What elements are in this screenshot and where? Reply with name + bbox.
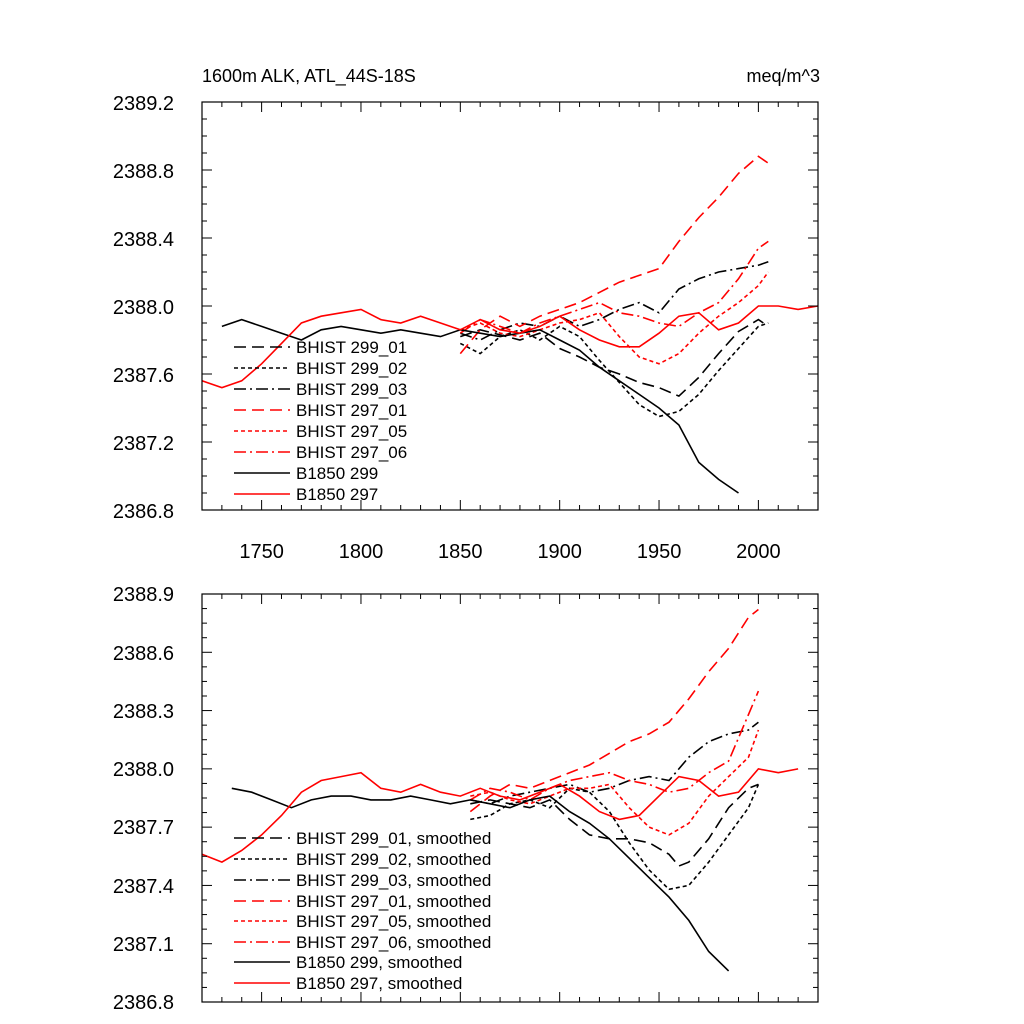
top-legend: BHIST 299_01 BHIST 299_02 BHIST 299_03 B… [234, 338, 407, 504]
top-series-line-5 [459, 240, 769, 335]
top-ytick-label: 2387.6 [113, 365, 174, 387]
bottom-axis-ticks [202, 593, 819, 1003]
top-panel: 1600m ALK, ATL_44S-18S meq/m^3 2389.2 23… [113, 66, 820, 563]
bottom-ytick-label: 2388.9 [113, 584, 174, 606]
top-ytick-label: 2388.4 [113, 229, 174, 251]
bottom-series-line-7 [202, 768, 799, 863]
legend-label: BHIST 299_01, smoothed [296, 829, 491, 848]
top-ytick-label: 2389.2 [113, 93, 174, 115]
top-axis-ticks [202, 101, 819, 511]
legend-label: BHIST 299_02 [296, 359, 407, 378]
bottom-series-line-0 [470, 783, 759, 867]
top-series-line-0 [460, 318, 769, 398]
top-series-line-2 [460, 261, 769, 341]
bottom-legend: BHIST 299_01, smoothed BHIST 299_02, smo… [234, 829, 491, 993]
bottom-y-axis-labels: 2388.9 2388.6 2388.3 2388.0 2387.7 2387.… [113, 584, 174, 1014]
top-plot-area [201, 101, 819, 511]
legend-label: BHIST 299_01 [296, 338, 407, 357]
top-xtick-label: 1850 [438, 541, 483, 563]
top-xtick-label: 1750 [239, 541, 284, 563]
bottom-ytick-label: 2387.4 [113, 876, 174, 898]
legend-label: BHIST 297_01 [296, 401, 407, 420]
bottom-series-line-2 [470, 721, 759, 805]
bottom-series-line-6 [231, 787, 730, 972]
bottom-series-line-4 [470, 729, 760, 836]
top-ytick-label: 2388.0 [113, 297, 174, 319]
top-ytick-label: 2388.8 [113, 161, 174, 183]
top-series-line-6 [221, 318, 739, 494]
top-series-line-3 [459, 155, 769, 355]
legend-label: BHIST 297_05 [296, 422, 407, 441]
top-x-axis-labels: 1750 1800 1850 1900 1950 2000 [239, 541, 780, 563]
bottom-ytick-label: 2387.7 [113, 817, 174, 839]
bottom-ytick-label: 2388.6 [113, 643, 174, 665]
bottom-ytick-label: 2388.3 [113, 701, 174, 723]
legend-label: B1850 299, smoothed [296, 953, 462, 972]
top-panel-units: meq/m^3 [747, 66, 820, 86]
legend-label: BHIST 299_03 [296, 380, 407, 399]
top-xtick-label: 2000 [736, 541, 781, 563]
top-xtick-label: 1800 [339, 541, 384, 563]
top-plot-frame [201, 101, 819, 511]
bottom-ytick-label: 2388.0 [113, 759, 174, 781]
top-series-lines [202, 155, 818, 494]
legend-label: B1850 297, smoothed [296, 974, 462, 993]
bottom-ytick-label: 2387.1 [113, 934, 174, 956]
bottom-plot-area [201, 593, 819, 1003]
top-ytick-label: 2386.8 [113, 501, 174, 523]
legend-label: B1850 297 [296, 485, 378, 504]
bottom-panel: 2388.9 2388.6 2388.3 2388.0 2387.7 2387.… [113, 584, 819, 1014]
top-panel-title: 1600m ALK, ATL_44S-18S [202, 66, 416, 87]
legend-label: BHIST 299_02, smoothed [296, 850, 491, 869]
legend-label: BHIST 297_06 [296, 443, 407, 462]
top-series-line-7 [202, 305, 818, 389]
legend-label: BHIST 299_03, smoothed [296, 871, 491, 890]
top-series-line-1 [459, 322, 769, 418]
legend-label: BHIST 297_01, smoothed [296, 892, 491, 911]
legend-label: B1850 299 [296, 464, 378, 483]
bottom-series-line-5 [469, 690, 760, 801]
top-series-line-4 [460, 271, 769, 365]
bottom-series-lines [202, 608, 799, 972]
legend-label: BHIST 297_05, smoothed [296, 912, 491, 931]
top-xtick-label: 1900 [537, 541, 582, 563]
legend-label: BHIST 297_06, smoothed [296, 933, 491, 952]
top-y-axis-labels: 2389.2 2388.8 2388.4 2388.0 2387.6 2387.… [113, 93, 174, 523]
top-xtick-label: 1950 [637, 541, 682, 563]
bottom-ytick-label: 2386.8 [113, 992, 174, 1014]
bottom-series-line-3 [469, 608, 759, 813]
top-ytick-label: 2387.2 [113, 433, 174, 455]
